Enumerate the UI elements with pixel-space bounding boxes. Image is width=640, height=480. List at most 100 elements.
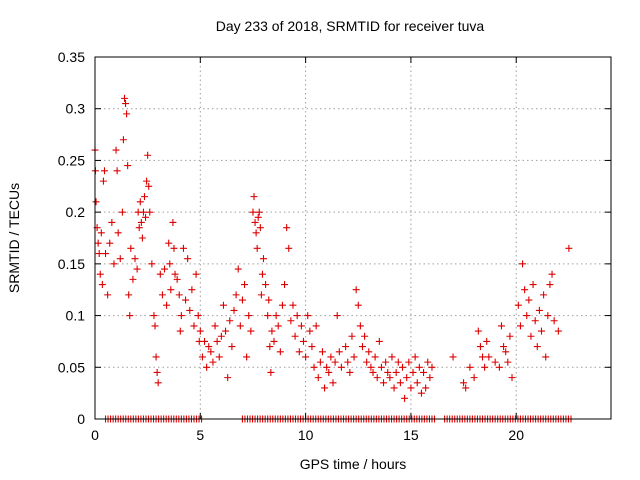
data-point	[479, 353, 487, 361]
data-point	[113, 167, 121, 175]
data-point	[92, 198, 100, 206]
data-point	[500, 343, 508, 351]
data-point	[348, 332, 356, 340]
data-point	[243, 353, 251, 361]
data-point	[367, 363, 375, 371]
data-point	[179, 244, 187, 252]
data-point	[407, 384, 415, 392]
data-point	[171, 270, 179, 278]
data-point	[289, 301, 297, 309]
data-point	[188, 286, 196, 294]
data-point	[135, 224, 143, 232]
data-point	[535, 306, 543, 314]
data-point	[527, 332, 535, 340]
data-point	[278, 301, 286, 309]
data-point	[281, 281, 289, 289]
data-point	[295, 348, 303, 356]
data-point	[175, 291, 183, 299]
data-point	[460, 379, 468, 387]
data-point	[300, 337, 308, 345]
data-point	[390, 384, 398, 392]
grid	[95, 57, 611, 419]
data-point	[316, 358, 324, 366]
data-point	[470, 374, 478, 382]
data-point	[125, 291, 133, 299]
data-point	[516, 322, 524, 330]
data-point	[143, 177, 151, 185]
data-point	[540, 291, 548, 299]
data-point	[182, 296, 190, 304]
data-point	[548, 270, 556, 278]
data-point	[398, 363, 406, 371]
data-point	[476, 343, 484, 351]
data-point	[411, 353, 419, 361]
plot-frame	[94, 56, 612, 420]
data-point	[145, 182, 153, 190]
data-point	[371, 353, 379, 361]
data-point	[176, 327, 184, 335]
data-point	[401, 394, 409, 402]
data-point	[116, 255, 124, 263]
data-point	[123, 110, 131, 118]
data-point	[114, 229, 122, 237]
data-point	[481, 363, 489, 371]
data-point	[529, 281, 537, 289]
data-point	[100, 167, 108, 175]
data-point	[255, 208, 263, 216]
data-point	[108, 218, 116, 226]
data-point	[384, 368, 392, 376]
x-tick-label: 20	[508, 427, 524, 443]
data-point	[211, 322, 219, 330]
data-point	[153, 368, 161, 376]
data-point	[308, 343, 316, 351]
data-point	[118, 208, 126, 216]
data-point	[245, 312, 253, 320]
data-point	[369, 368, 377, 376]
data-point	[163, 301, 171, 309]
data-point	[102, 250, 110, 258]
data-point	[321, 384, 329, 392]
data-point	[394, 358, 402, 366]
data-point	[506, 332, 514, 340]
data-point	[382, 358, 390, 366]
data-point	[201, 337, 209, 345]
y-tick-label: 0.1	[66, 308, 86, 324]
data-point	[247, 327, 255, 335]
data-point	[462, 384, 470, 392]
data-point	[356, 322, 364, 330]
data-point	[230, 306, 238, 314]
data-point	[428, 363, 436, 371]
data-point	[224, 374, 232, 382]
data-point	[415, 363, 423, 371]
data-point	[241, 281, 249, 289]
data-point	[262, 281, 270, 289]
data-point	[173, 275, 181, 283]
chart-title: Day 233 of 2018, SRMTID for receiver tuv…	[216, 18, 485, 34]
data-point	[283, 224, 291, 232]
data-point	[346, 368, 354, 376]
y-tick-label: 0.05	[58, 359, 85, 375]
data-point	[413, 379, 421, 387]
data-point	[497, 322, 505, 330]
data-point	[104, 291, 112, 299]
data-point	[304, 312, 312, 320]
data-point	[94, 239, 102, 247]
data-point	[268, 327, 276, 335]
data-point	[354, 301, 362, 309]
data-point	[523, 312, 531, 320]
data-point	[253, 244, 261, 252]
data-points	[91, 94, 575, 423]
data-point	[95, 250, 103, 258]
data-point	[238, 296, 246, 304]
data-point	[154, 379, 162, 387]
data-point	[110, 260, 118, 268]
data-point	[350, 353, 358, 361]
data-point	[186, 306, 194, 314]
data-point	[285, 244, 293, 252]
data-point	[546, 281, 554, 289]
data-point	[396, 379, 404, 387]
data-point	[327, 353, 335, 361]
data-point	[138, 234, 146, 242]
data-point	[98, 281, 106, 289]
data-point	[252, 229, 260, 237]
